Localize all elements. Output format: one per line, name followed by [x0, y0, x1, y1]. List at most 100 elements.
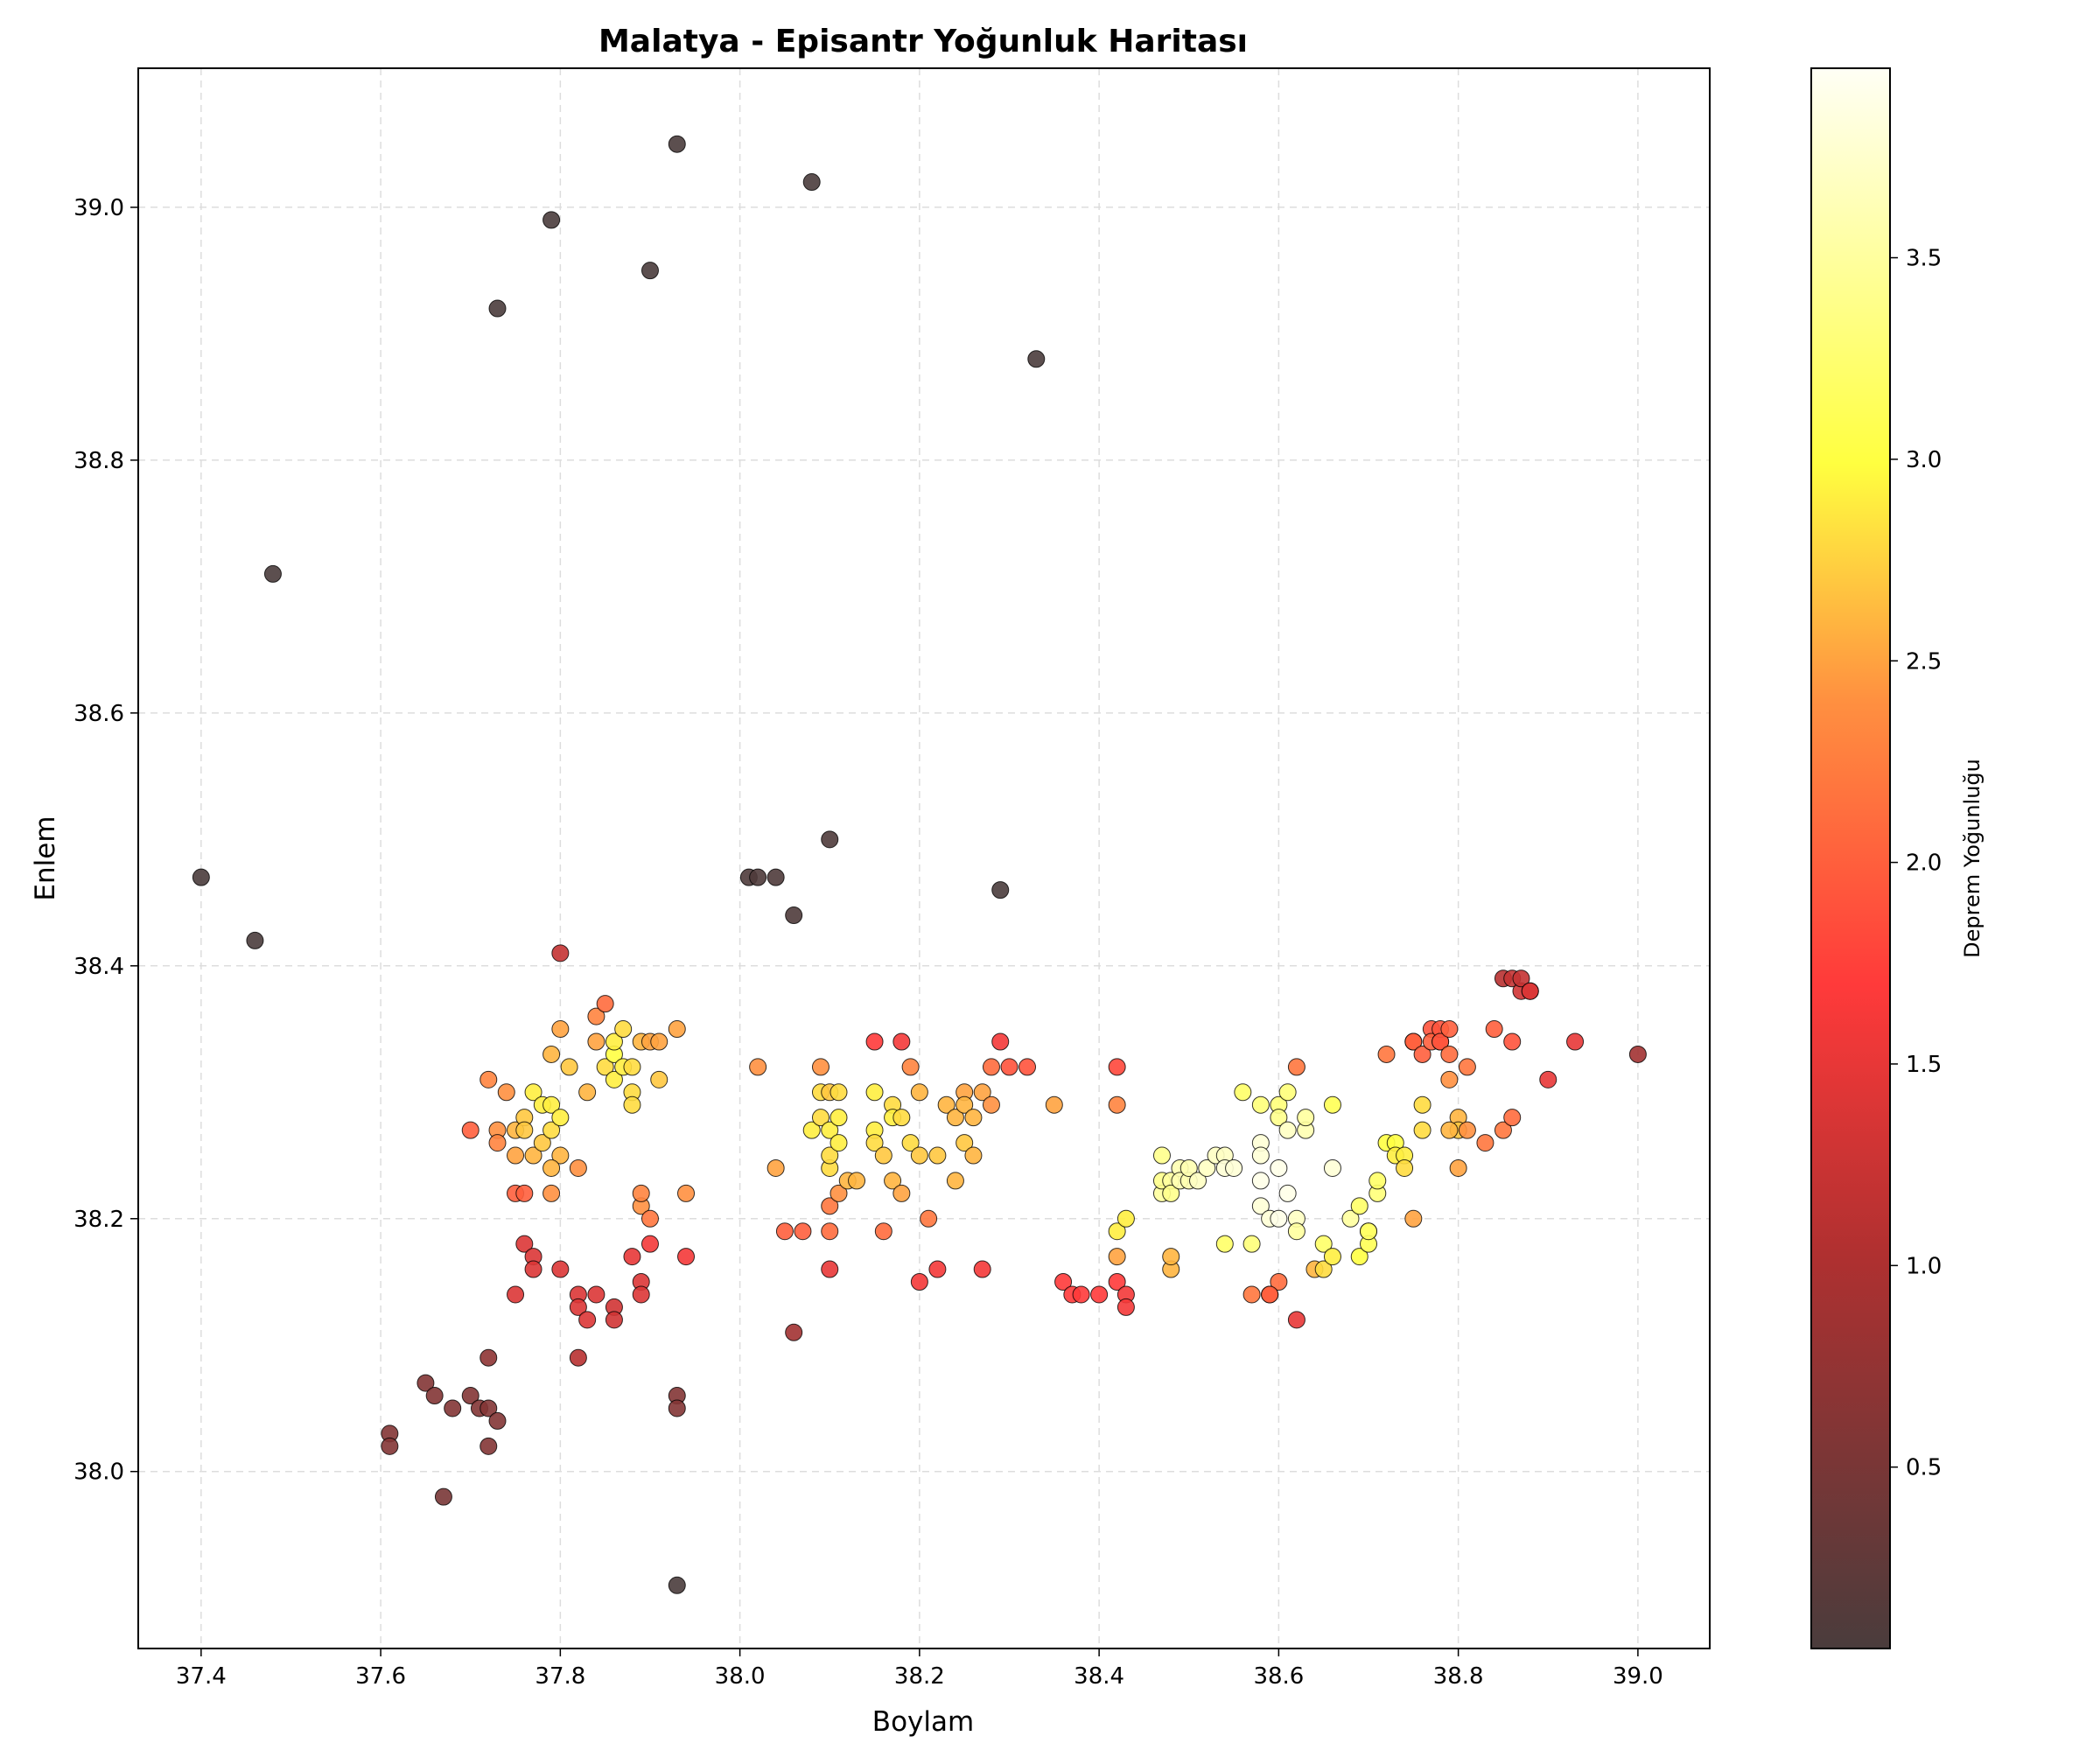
colorbar-tick-label: 2.5 — [1906, 648, 1942, 675]
data-point — [901, 1058, 920, 1076]
data-point — [821, 1222, 839, 1241]
data-point — [1162, 1184, 1180, 1202]
data-point — [1270, 1209, 1288, 1228]
data-point — [1503, 1032, 1522, 1051]
data-point — [507, 1146, 525, 1165]
data-point — [640, 1235, 659, 1253]
data-point — [1225, 1158, 1243, 1177]
data-point — [542, 211, 561, 229]
x-tick-label: 38.8 — [1433, 1663, 1484, 1690]
data-point — [668, 1399, 686, 1418]
data-point — [640, 262, 659, 280]
data-point — [542, 1158, 561, 1177]
data-point — [507, 1285, 525, 1304]
data-point — [560, 1058, 578, 1076]
data-point — [425, 1387, 444, 1405]
colorbar-label: Deprem Yoğunluğu — [1960, 759, 1984, 958]
data-point — [1413, 1096, 1432, 1114]
data-point — [1278, 1083, 1297, 1102]
data-point — [865, 1083, 884, 1102]
data-point — [444, 1399, 462, 1418]
data-point — [1432, 1032, 1450, 1051]
data-point — [524, 1260, 542, 1278]
data-point — [263, 564, 282, 583]
data-point — [865, 1134, 884, 1152]
data-point — [946, 1109, 964, 1127]
data-point — [1539, 1070, 1558, 1088]
data-point — [1251, 1146, 1270, 1165]
colorbar-tick-label: 2.0 — [1906, 850, 1942, 877]
y-tick-label: 38.4 — [74, 954, 124, 980]
data-point — [542, 1096, 561, 1114]
data-point — [416, 1374, 435, 1392]
y-tick-label: 38.6 — [74, 701, 124, 727]
data-point — [802, 173, 821, 192]
data-point — [946, 1172, 964, 1190]
data-point — [677, 1248, 696, 1266]
data-point — [1503, 1109, 1522, 1127]
data-point — [1413, 1121, 1432, 1139]
data-point — [605, 1311, 623, 1329]
data-point — [614, 1020, 633, 1039]
data-point — [668, 1576, 686, 1594]
data-point — [749, 1058, 767, 1076]
data-point — [434, 1488, 452, 1506]
data-point — [1440, 1020, 1459, 1039]
y-axis: 38.0 38.2 38.4 38.6 38.8 39.0 — [74, 195, 138, 1486]
data-point — [865, 1032, 884, 1051]
data-point — [1108, 1222, 1126, 1241]
data-point — [623, 1096, 641, 1114]
data-point — [1251, 1096, 1270, 1114]
data-point — [973, 1083, 991, 1102]
data-point — [480, 1348, 498, 1367]
data-point — [1458, 1121, 1476, 1139]
points-group — [192, 135, 1647, 1594]
data-point — [928, 1260, 947, 1278]
data-point — [677, 1184, 696, 1202]
y-tick-label: 38.0 — [74, 1460, 124, 1486]
data-point — [596, 1058, 614, 1076]
data-point — [668, 135, 686, 153]
data-point — [1341, 1209, 1360, 1228]
data-point — [920, 1209, 938, 1228]
data-point — [1251, 1172, 1270, 1190]
data-point — [1458, 1058, 1476, 1076]
data-point — [775, 1222, 794, 1241]
data-point — [956, 1096, 974, 1114]
data-point — [551, 1146, 570, 1165]
data-point — [542, 1184, 561, 1202]
data-point — [1413, 1045, 1432, 1063]
data-point — [1350, 1248, 1368, 1266]
data-point — [515, 1235, 534, 1253]
data-point — [569, 1348, 587, 1367]
data-point — [830, 1184, 848, 1202]
colorbar-tick-label: 3.0 — [1906, 447, 1942, 473]
data-point — [766, 868, 785, 886]
data-point — [1368, 1172, 1387, 1190]
data-point — [1323, 1158, 1341, 1177]
data-point — [821, 1260, 839, 1278]
data-point — [821, 830, 839, 849]
data-point — [910, 1273, 928, 1292]
y-tick-label: 38.8 — [74, 448, 124, 474]
data-point — [542, 1121, 561, 1139]
data-point — [1404, 1032, 1423, 1051]
data-point — [1152, 1146, 1171, 1165]
data-point — [1314, 1235, 1333, 1253]
data-point — [1116, 1209, 1135, 1228]
data-point — [578, 1311, 597, 1329]
data-point — [381, 1437, 399, 1455]
data-point — [1270, 1158, 1288, 1177]
colorbar — [1810, 67, 1891, 1649]
data-point — [830, 1134, 848, 1152]
data-point — [1628, 1045, 1647, 1063]
data-point — [892, 1184, 911, 1202]
data-point — [1162, 1248, 1180, 1266]
data-point — [1476, 1134, 1494, 1152]
data-point — [1108, 1273, 1126, 1292]
data-point — [1045, 1096, 1063, 1114]
data-point — [956, 1134, 974, 1152]
x-tick-label: 37.4 — [176, 1663, 227, 1690]
